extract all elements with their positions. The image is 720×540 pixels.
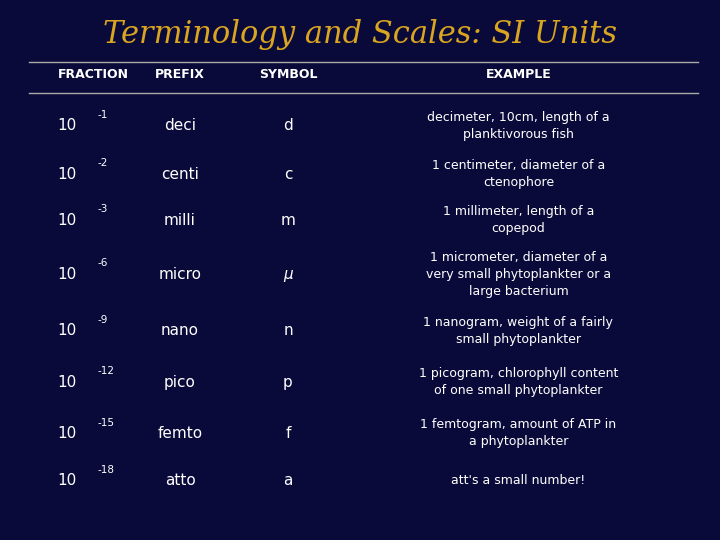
Text: 10: 10 [58,375,77,389]
Text: deci: deci [164,118,196,133]
Text: n: n [283,323,293,338]
Text: PREFIX: PREFIX [155,68,205,80]
Text: 1 micrometer, diameter of a
very small phytoplankter or a
large bacterium: 1 micrometer, diameter of a very small p… [426,251,611,298]
Text: SYMBOL: SYMBOL [258,68,318,80]
Text: -15: -15 [97,417,114,428]
Text: atto: atto [165,473,195,488]
Text: -2: -2 [97,158,107,168]
Text: 1 picogram, chlorophyll content
of one small phytoplankter: 1 picogram, chlorophyll content of one s… [419,367,618,397]
Text: EXAMPLE: EXAMPLE [485,68,552,80]
Text: nano: nano [161,323,199,338]
Text: milli: milli [164,213,196,227]
Text: FRACTION: FRACTION [58,68,129,80]
Text: m: m [281,213,295,227]
Text: μ: μ [283,267,293,281]
Text: Terminology and Scales: SI Units: Terminology and Scales: SI Units [103,19,617,50]
Text: -6: -6 [97,258,107,268]
Text: centi: centi [161,167,199,181]
Text: -9: -9 [97,315,107,325]
Text: 10: 10 [58,426,77,441]
Text: pico: pico [164,375,196,389]
Text: att's a small number!: att's a small number! [451,474,585,487]
Text: 10: 10 [58,473,77,488]
Text: c: c [284,167,292,181]
Text: a: a [283,473,293,488]
Text: 10: 10 [58,118,77,133]
Text: 10: 10 [58,267,77,281]
Text: micro: micro [158,267,202,281]
Text: femto: femto [158,426,202,441]
Text: -12: -12 [97,366,114,376]
Text: -1: -1 [97,110,107,120]
Text: 1 femtogram, amount of ATP in
a phytoplankter: 1 femtogram, amount of ATP in a phytopla… [420,418,616,448]
Text: -18: -18 [97,465,114,475]
Text: 10: 10 [58,213,77,227]
Text: 10: 10 [58,167,77,181]
Text: p: p [283,375,293,389]
Text: 1 nanogram, weight of a fairly
small phytoplankter: 1 nanogram, weight of a fairly small phy… [423,316,613,346]
Text: 10: 10 [58,323,77,338]
Text: 1 millimeter, length of a
copepod: 1 millimeter, length of a copepod [443,205,594,235]
Text: decimeter, 10cm, length of a
planktivorous fish: decimeter, 10cm, length of a planktivoro… [427,111,610,140]
Text: 1 centimeter, diameter of a
ctenophore: 1 centimeter, diameter of a ctenophore [432,159,605,189]
Text: -3: -3 [97,204,107,214]
Text: d: d [283,118,293,133]
Text: f: f [285,426,291,441]
